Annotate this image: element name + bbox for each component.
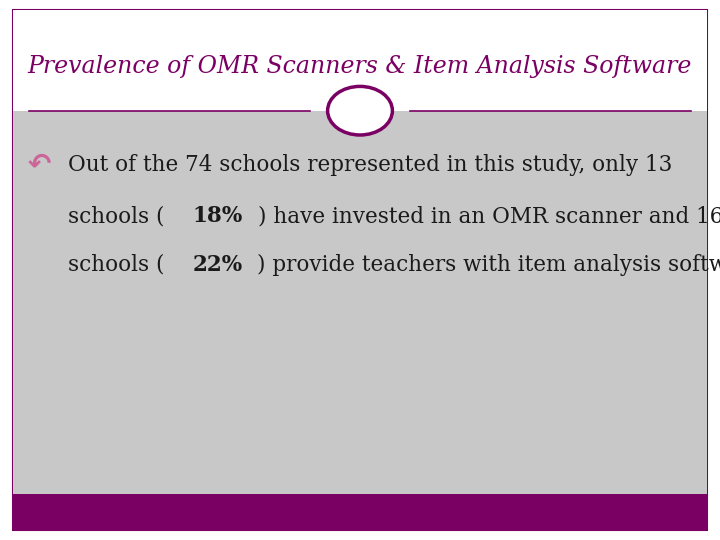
Text: ↶: ↶ [28,151,51,179]
Text: ) provide teachers with item analysis software.: ) provide teachers with item analysis so… [258,254,720,275]
Text: schools (: schools ( [68,254,165,275]
Text: 22%: 22% [193,254,243,275]
Text: Out of the 74 schools represented in this study, only 13: Out of the 74 schools represented in thi… [68,154,672,176]
Bar [13,111,707,530]
Text: ) have invested in an OMR scanner and 16: ) have invested in an OMR scanner and 16 [258,205,720,227]
Text: schools (: schools ( [68,205,165,227]
Bar [13,10,707,111]
Text: Prevalence of OMR Scanners & Item Analysis Software: Prevalence of OMR Scanners & Item Analys… [28,56,692,78]
Circle shape [328,86,392,135]
Bar [13,494,707,530]
Text: 18%: 18% [193,205,243,227]
